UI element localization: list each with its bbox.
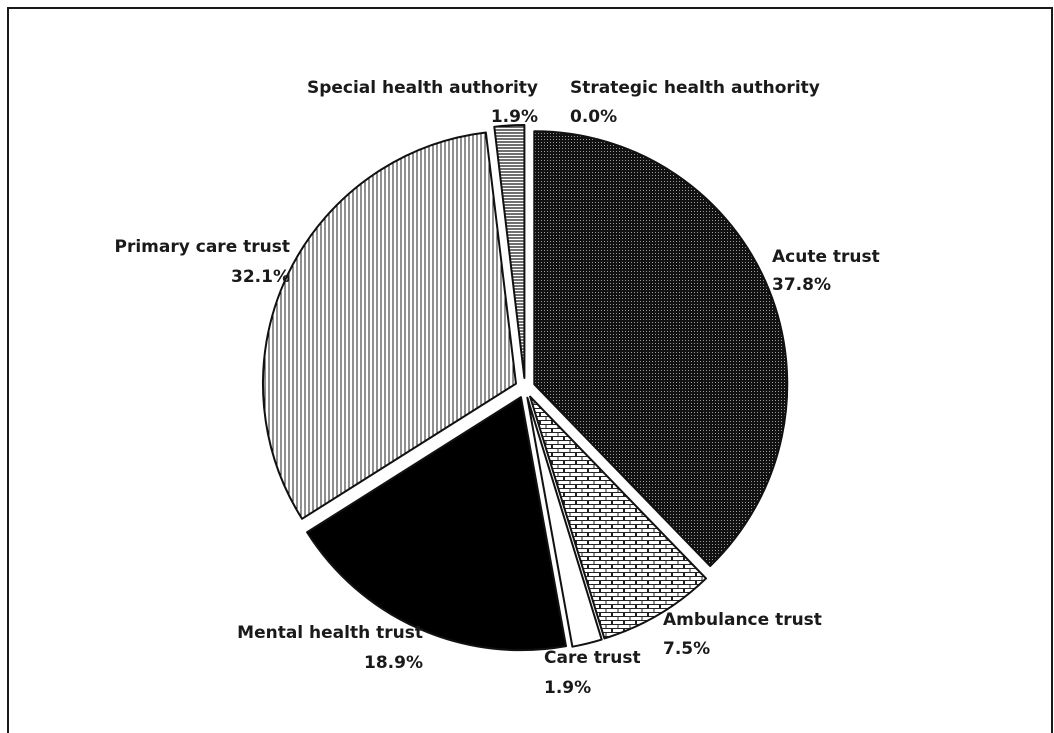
slice-value-acute-trust: 37.8% (772, 275, 831, 295)
pie-slices (261, 124, 789, 652)
slice-label-acute-trust: Acute trust (772, 247, 880, 267)
pie-slice-mental-health-trust (306, 396, 567, 652)
slice-value-ambulance-trust: 7.5% (663, 639, 710, 659)
slice-label-special-health-authority: Special health authority (307, 78, 538, 98)
slice-label-care-trust: Care trust (544, 648, 641, 668)
slice-value-strategic-health-authority: 0.0% (570, 107, 617, 127)
slice-label-mental-health-trust: Mental health trust (237, 623, 423, 643)
slice-value-mental-health-trust: 18.9% (364, 653, 423, 673)
pie-slice-ambulance-trust (529, 395, 708, 640)
slice-value-care-trust: 1.9% (544, 678, 591, 698)
pie-labels: Acute trust 37.8% Ambulance trust 7.5% Care … (115, 78, 880, 698)
slice-label-strategic-health-authority: Strategic health authority (570, 78, 820, 98)
chart-frame (7, 7, 1053, 733)
pie-slice-special-health-authority (493, 124, 526, 380)
slice-value-special-health-authority: 1.9% (491, 107, 538, 127)
slice-label-primary-care-trust: Primary care trust (115, 237, 290, 257)
slice-value-primary-care-trust: 32.1% (231, 267, 290, 287)
pie-slice-acute-trust (533, 130, 789, 568)
slice-label-ambulance-trust: Ambulance trust (663, 610, 822, 630)
pie-slice-primary-care-trust (261, 131, 517, 520)
pie-slice-care-trust (526, 396, 603, 648)
